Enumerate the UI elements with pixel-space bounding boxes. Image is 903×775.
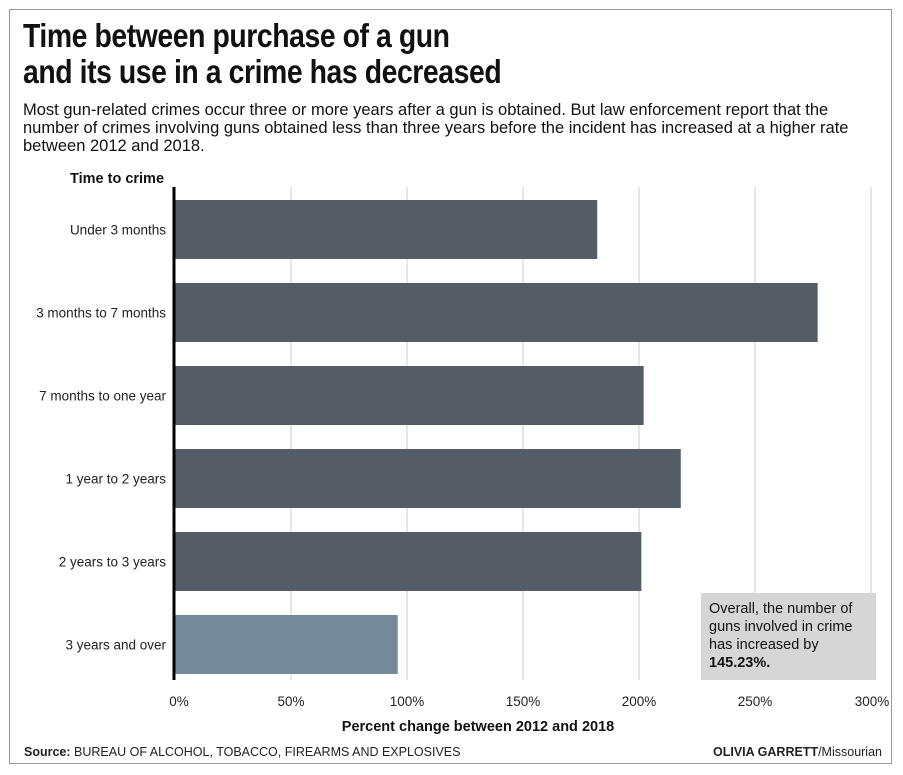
- source-note: Source: BUREAU OF ALCOHOL, TOBACCO, FIRE…: [24, 745, 460, 759]
- chart-subtitle: Most gun-related crimes occur three or m…: [23, 101, 849, 155]
- chart-title-line-1: Time between purchase of a gun: [23, 17, 450, 54]
- category-label: 7 months to one year: [39, 389, 166, 404]
- y-axis-label: Time to crime: [70, 171, 164, 187]
- x-tick-label: 0%: [169, 694, 189, 709]
- credit-line: OLIVIA GARRETT/Missourian: [713, 745, 882, 759]
- bar: [175, 615, 398, 674]
- bar: [175, 283, 818, 342]
- chart-title: Time between purchase of a gun and its u…: [23, 18, 573, 90]
- x-tick-label: 300%: [855, 694, 890, 709]
- bar: [175, 366, 644, 425]
- category-label: 2 years to 3 years: [59, 555, 167, 570]
- bar-chart: Under 3 months 3 months to 7 months 7 mont…: [36, 171, 889, 735]
- credit-name: OLIVIA GARRETT: [712, 745, 819, 759]
- annotation-text: Overall, the number of guns involved in c…: [709, 601, 853, 671]
- chart-title-line-2: and its use in a crime has decreased: [23, 53, 502, 90]
- credit-outlet: /Missourian: [818, 745, 882, 759]
- category-label: 3 years and over: [65, 638, 166, 653]
- source-text: BUREAU OF ALCOHOL, TOBACCO, FIREARMS AND…: [74, 745, 461, 759]
- annotation-box: [701, 593, 876, 680]
- source-label: Source:: [24, 745, 71, 759]
- category-label: 1 year to 2 years: [65, 472, 166, 487]
- bars: [175, 200, 818, 674]
- x-tick-labels: 0% 50% 100% 150% 200% 250% 300%: [169, 694, 889, 709]
- annotation-highlight: 145.23%.: [709, 655, 770, 671]
- bar: [175, 449, 681, 508]
- x-tick-label: 100%: [390, 694, 425, 709]
- x-tick-label: 250%: [738, 694, 773, 709]
- category-label: Under 3 months: [70, 223, 166, 238]
- x-tick-label: 150%: [506, 694, 541, 709]
- bar: [175, 532, 642, 591]
- x-tick-label: 50%: [277, 694, 304, 709]
- bar: [175, 200, 598, 259]
- x-axis-label: Percent change between 2012 and 2018: [342, 719, 614, 735]
- x-tick-label: 200%: [622, 694, 657, 709]
- category-labels: Under 3 months 3 months to 7 months 7 mont…: [36, 223, 166, 653]
- category-label: 3 months to 7 months: [36, 306, 166, 321]
- overall-annotation: Overall, the number of guns involved in c…: [701, 593, 876, 680]
